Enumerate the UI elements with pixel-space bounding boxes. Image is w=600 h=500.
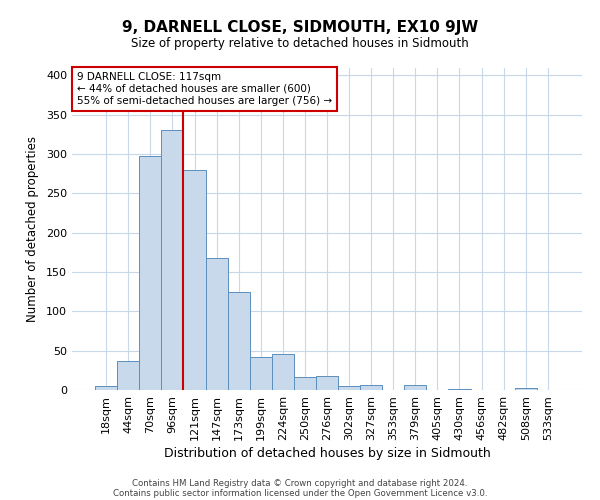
Bar [360,386,382,390]
Bar [294,378,316,390]
Bar [338,386,360,390]
Bar [139,156,161,390]
Bar [95,386,117,390]
Bar [316,376,338,390]
Bar [272,354,294,390]
X-axis label: Distribution of detached houses by size in Sidmouth: Distribution of detached houses by size … [164,447,490,460]
Bar [117,361,139,390]
Bar [227,292,250,390]
Y-axis label: Number of detached properties: Number of detached properties [26,136,39,322]
Bar [515,388,537,390]
Text: 9, DARNELL CLOSE, SIDMOUTH, EX10 9JW: 9, DARNELL CLOSE, SIDMOUTH, EX10 9JW [122,20,478,35]
Bar [448,389,470,390]
Bar [250,357,272,390]
Text: Contains public sector information licensed under the Open Government Licence v3: Contains public sector information licen… [113,488,487,498]
Text: Contains HM Land Registry data © Crown copyright and database right 2024.: Contains HM Land Registry data © Crown c… [132,478,468,488]
Text: Size of property relative to detached houses in Sidmouth: Size of property relative to detached ho… [131,38,469,51]
Bar [206,258,227,390]
Bar [184,170,206,390]
Bar [161,130,184,390]
Bar [404,386,427,390]
Text: 9 DARNELL CLOSE: 117sqm
← 44% of detached houses are smaller (600)
55% of semi-d: 9 DARNELL CLOSE: 117sqm ← 44% of detache… [77,72,332,106]
